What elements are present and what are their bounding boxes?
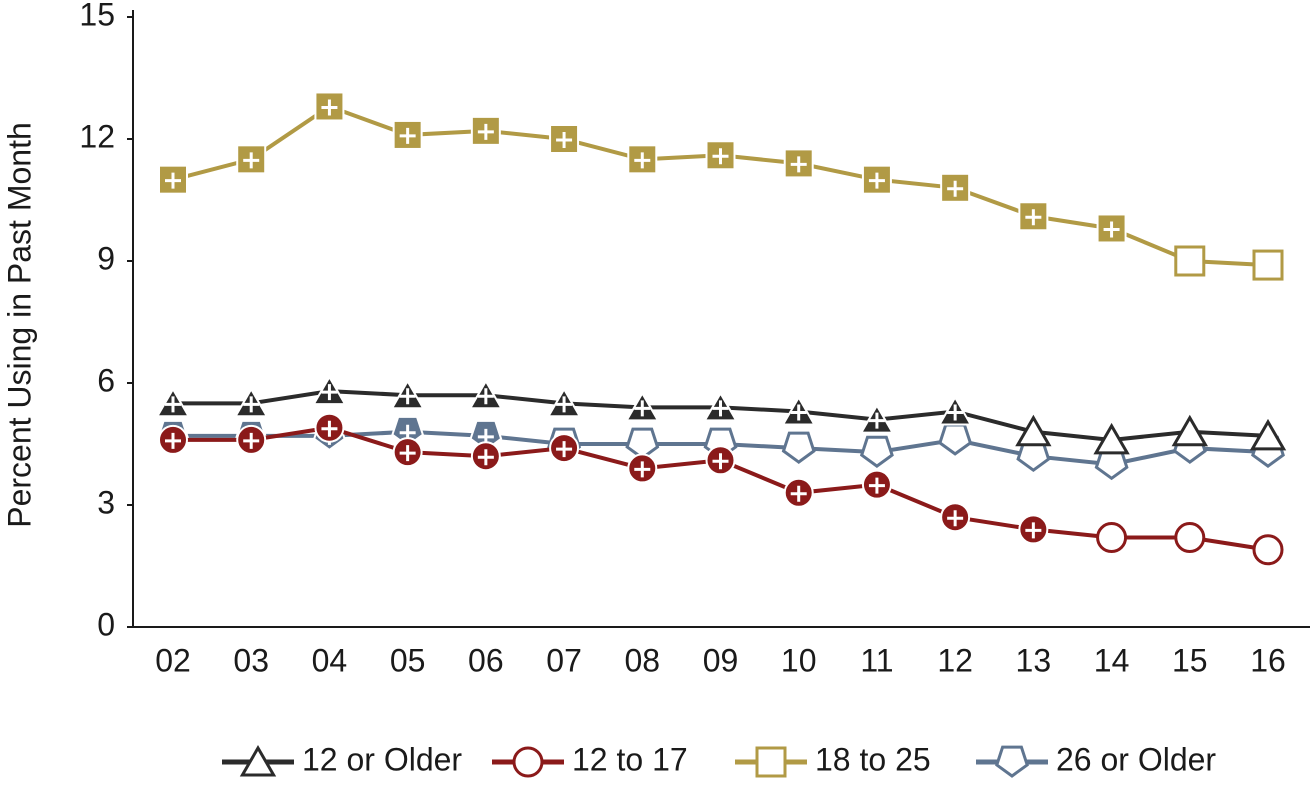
x-tick-label: 02 — [155, 642, 191, 678]
significance-plus — [790, 485, 807, 502]
point-marker — [859, 435, 894, 468]
significance-plus — [321, 384, 338, 401]
significance-plus — [243, 152, 260, 169]
significance-plus — [1025, 209, 1042, 226]
x-tick-label: 11 — [860, 642, 893, 678]
significance-plus — [712, 400, 729, 417]
x-tick-label: 14 — [1094, 642, 1130, 678]
legend-label: 26 or Older — [1056, 741, 1216, 777]
significance-plus — [634, 400, 651, 417]
point-marker — [158, 164, 188, 195]
significance-plus — [790, 156, 807, 173]
y-tick-label: 9 — [97, 240, 115, 276]
significance-plus — [947, 180, 964, 197]
legend-label: 12 to 17 — [572, 741, 688, 777]
significance-plus — [634, 152, 651, 169]
significance-plus — [399, 127, 416, 144]
y-axis-label: Percent Using in Past Month — [1, 122, 37, 528]
y-tick-label: 12 — [79, 118, 115, 154]
significance-plus — [1025, 522, 1042, 539]
legend-marker — [755, 746, 787, 778]
significance-plus — [947, 404, 964, 421]
x-tick-label: 13 — [1016, 642, 1052, 678]
point-marker — [1096, 522, 1128, 554]
legend-marker — [239, 745, 277, 777]
y-tick-label: 6 — [97, 362, 115, 398]
x-tick-label: 15 — [1172, 642, 1208, 678]
x-tick-label: 07 — [546, 642, 582, 678]
significance-plus — [868, 477, 885, 494]
significance-plus — [712, 148, 729, 165]
y-tick-label: 0 — [97, 606, 115, 642]
y-tick-label: 3 — [97, 484, 115, 520]
significance-plus — [165, 396, 181, 413]
point-marker — [1252, 249, 1284, 281]
x-tick-label: 05 — [390, 642, 426, 678]
significance-plus — [556, 132, 573, 148]
point-marker — [1252, 534, 1284, 566]
significance-plus — [243, 432, 260, 449]
x-tick-label: 04 — [312, 642, 348, 678]
point-marker — [1249, 418, 1287, 451]
legend-label: 12 or Older — [302, 741, 462, 777]
legend-label: 18 to 25 — [815, 741, 931, 777]
significance-plus — [634, 461, 651, 478]
legend-marker — [512, 746, 544, 778]
x-tick-label: 16 — [1250, 642, 1286, 678]
point-marker — [861, 164, 892, 195]
x-tick-label: 08 — [624, 642, 660, 678]
x-tick-label: 10 — [781, 642, 817, 678]
y-tick-label: 15 — [79, 0, 115, 32]
point-marker — [1174, 245, 1206, 277]
significance-plus — [399, 445, 416, 462]
point-marker — [1171, 414, 1208, 447]
significance-plus — [243, 396, 260, 413]
x-tick-label: 06 — [468, 642, 504, 678]
x-tick-label: 12 — [937, 642, 973, 678]
point-marker — [938, 423, 973, 456]
significance-plus — [947, 510, 964, 527]
significance-plus — [556, 441, 573, 458]
significance-plus — [321, 420, 338, 437]
significance-plus — [712, 453, 729, 470]
legend-marker — [995, 745, 1029, 778]
point-marker — [1174, 522, 1206, 554]
point-marker — [1093, 422, 1130, 455]
significance-plus — [477, 449, 494, 466]
significance-plus — [399, 388, 416, 405]
point-marker — [781, 431, 816, 464]
significance-plus — [165, 432, 181, 449]
x-tick-label: 03 — [233, 642, 269, 678]
significance-plus — [477, 123, 494, 140]
significance-plus — [321, 99, 338, 116]
significance-plus — [868, 412, 885, 429]
point-marker — [1018, 201, 1049, 232]
significance-plus — [868, 172, 885, 189]
point-marker — [1015, 414, 1052, 447]
significance-plus — [165, 172, 181, 189]
significance-plus — [790, 404, 807, 421]
significance-plus — [477, 388, 494, 405]
significance-plus — [556, 396, 573, 413]
significance-plus — [1103, 221, 1120, 238]
point-marker — [625, 427, 660, 460]
x-tick-label: 09 — [703, 642, 739, 678]
